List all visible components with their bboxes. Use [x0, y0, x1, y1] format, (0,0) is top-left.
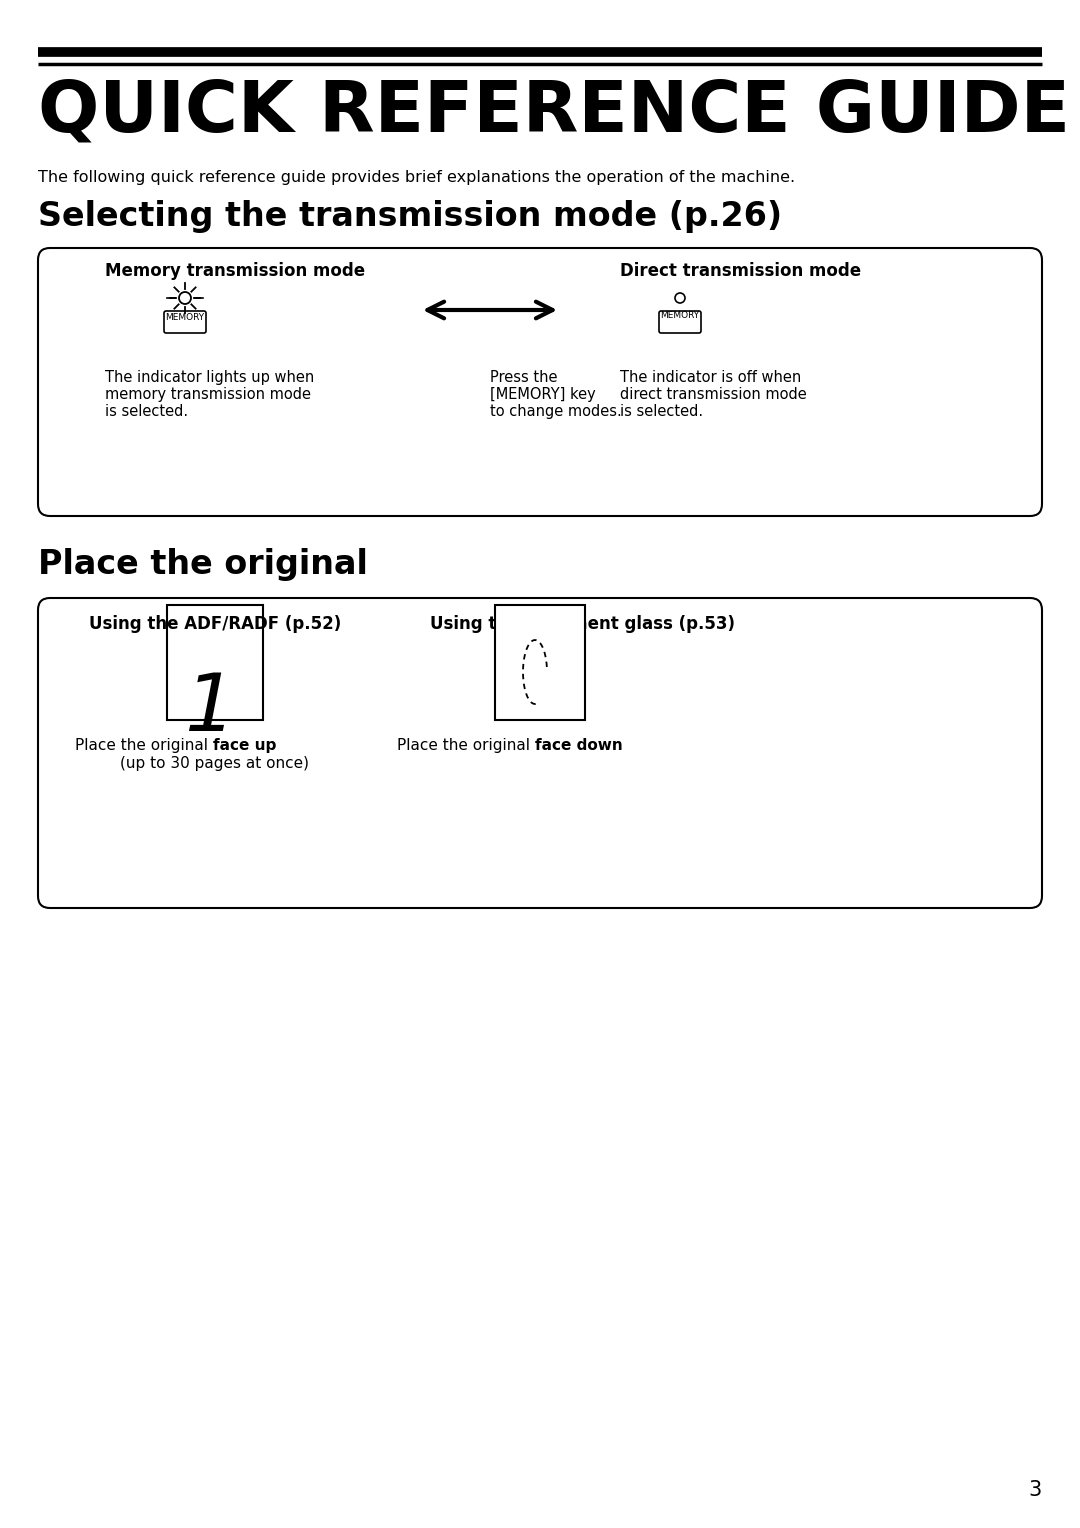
Text: Direct transmission mode: Direct transmission mode	[620, 261, 861, 280]
Bar	[495, 605, 585, 720]
Text: direct transmission mode: direct transmission mode	[620, 387, 807, 402]
Text: Memory transmission mode: Memory transmission mode	[105, 261, 365, 280]
Text: Selecting the transmission mode (p.26): Selecting the transmission mode (p.26)	[38, 200, 782, 232]
Text: Place the original: Place the original	[397, 738, 535, 753]
Text: Using the document glass (p.53): Using the document glass (p.53)	[430, 614, 735, 633]
Text: (up to 30 pages at once): (up to 30 pages at once)	[121, 756, 310, 772]
Text: Place the original: Place the original	[76, 738, 213, 753]
Text: [MEMORY] key: [MEMORY] key	[490, 387, 596, 402]
FancyBboxPatch shape	[38, 248, 1042, 516]
Text: to change modes.: to change modes.	[490, 403, 622, 419]
Text: MEMORY: MEMORY	[661, 312, 700, 319]
Text: The following quick reference guide provides brief explanations the operation of: The following quick reference guide prov…	[38, 170, 795, 185]
Text: is selected.: is selected.	[105, 403, 188, 419]
FancyBboxPatch shape	[38, 597, 1042, 908]
Bar	[167, 605, 264, 720]
FancyBboxPatch shape	[659, 312, 701, 333]
Text: Using the ADF/RADF (p.52): Using the ADF/RADF (p.52)	[89, 614, 341, 633]
Text: Place the original: Place the original	[38, 549, 368, 581]
FancyBboxPatch shape	[164, 312, 206, 333]
Text: QUICK REFERENCE GUIDE: QUICK REFERENCE GUIDE	[38, 78, 1070, 147]
Text: 3: 3	[1029, 1481, 1042, 1500]
Text: is selected.: is selected.	[620, 403, 703, 419]
Text: Press the: Press the	[490, 370, 557, 385]
Text: MEMORY: MEMORY	[165, 313, 204, 322]
Text: The indicator is off when: The indicator is off when	[620, 370, 801, 385]
Text: The indicator lights up when: The indicator lights up when	[105, 370, 314, 385]
Text: memory transmission mode: memory transmission mode	[105, 387, 311, 402]
Text: face up: face up	[213, 738, 276, 753]
Text: face down: face down	[535, 738, 623, 753]
Text: 1: 1	[185, 669, 235, 749]
